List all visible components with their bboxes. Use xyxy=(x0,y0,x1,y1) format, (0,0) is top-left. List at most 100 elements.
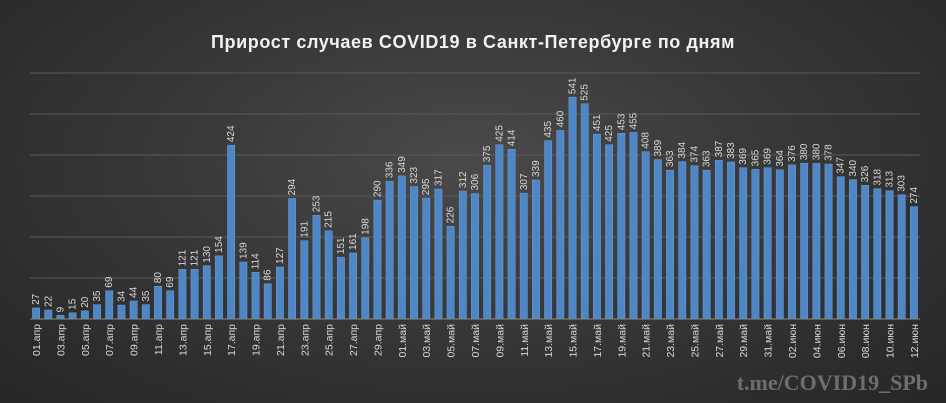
bar xyxy=(105,290,114,320)
bar xyxy=(483,165,492,320)
data-label: 15 xyxy=(68,298,79,310)
bar xyxy=(519,192,528,320)
data-label: 369 xyxy=(738,148,749,165)
x-tick-label: 15.май xyxy=(568,324,580,358)
x-tick-label: 03.апр xyxy=(55,324,67,356)
data-label: 226 xyxy=(446,206,457,223)
bar xyxy=(349,252,357,320)
x-tick-label: 15.апр xyxy=(202,324,214,356)
data-label: 290 xyxy=(372,180,383,197)
data-label: 27 xyxy=(31,293,42,305)
bar xyxy=(68,312,77,320)
bar xyxy=(800,162,809,320)
bar xyxy=(812,162,821,320)
x-tick-label: 29.апр xyxy=(372,324,384,356)
data-label: 369 xyxy=(763,148,774,165)
data-label: 364 xyxy=(775,150,786,167)
data-label: 376 xyxy=(787,145,798,162)
data-label: 525 xyxy=(580,84,591,101)
bar xyxy=(471,193,479,320)
bar xyxy=(324,230,333,320)
x-tick-label: 19.май xyxy=(616,324,628,358)
bar xyxy=(629,132,638,320)
x-tick-label: 04.июн xyxy=(811,324,823,358)
data-label: 326 xyxy=(860,165,871,182)
bar xyxy=(666,169,674,320)
bar xyxy=(178,269,187,320)
data-label: 20 xyxy=(80,296,91,308)
bar xyxy=(166,290,175,320)
x-tick-label: 07.май xyxy=(470,324,482,358)
data-label: 313 xyxy=(885,171,896,188)
chart-title: Прирост случаев COVID19 в Санкт-Петербур… xyxy=(211,32,735,52)
data-label: 340 xyxy=(848,159,859,176)
bar xyxy=(702,169,711,320)
data-label: 306 xyxy=(470,173,481,190)
data-label: 380 xyxy=(811,143,822,160)
x-tick-label: 07.апр xyxy=(104,324,116,356)
data-label: 22 xyxy=(43,295,54,307)
x-tick-labels: 01.апр 03.апр 05.апр 07.апр 09.апр 11.апр 13.а… xyxy=(31,324,921,358)
bar xyxy=(824,163,833,320)
bar xyxy=(434,188,443,320)
bar xyxy=(690,165,699,320)
data-label: 295 xyxy=(421,178,432,195)
x-tick-label: 13.май xyxy=(543,324,555,358)
data-label: 191 xyxy=(299,221,310,238)
bar xyxy=(32,307,41,320)
bar xyxy=(215,255,223,320)
data-label: 460 xyxy=(555,110,566,127)
data-label: 44 xyxy=(129,286,140,298)
bar xyxy=(763,167,772,320)
x-tick-label: 27.май xyxy=(714,324,726,358)
bar xyxy=(727,161,735,320)
x-tick-label: 23.май xyxy=(665,324,677,358)
data-label: 215 xyxy=(324,211,335,228)
x-tick-label: 17.апр xyxy=(226,324,238,356)
bar xyxy=(836,176,845,320)
bars xyxy=(32,96,918,320)
data-label: 34 xyxy=(116,290,127,302)
data-label: 435 xyxy=(543,121,554,138)
data-label: 121 xyxy=(177,249,188,266)
data-label: 363 xyxy=(702,150,713,167)
x-tick-label: 05.май xyxy=(446,324,458,358)
data-label: 253 xyxy=(312,195,323,212)
data-label: 35 xyxy=(92,290,103,302)
data-label: 374 xyxy=(689,146,700,163)
data-label: 114 xyxy=(251,253,262,269)
data-label: 151 xyxy=(336,237,347,254)
bar xyxy=(154,285,162,320)
watermark: t.me/COVID19_SPb xyxy=(737,370,928,395)
data-label: 154 xyxy=(214,236,225,253)
bar xyxy=(532,179,540,320)
x-tick-label: 11.апр xyxy=(153,324,165,355)
data-label: 69 xyxy=(104,276,115,288)
x-tick-label: 09.май xyxy=(494,324,506,358)
bar xyxy=(788,164,796,320)
bar xyxy=(336,256,345,320)
data-label: 365 xyxy=(750,149,761,166)
bar xyxy=(80,310,89,320)
bar xyxy=(227,144,236,320)
x-tick-label: 29.май xyxy=(738,324,750,358)
data-label: 408 xyxy=(641,132,652,149)
data-label: 339 xyxy=(531,160,542,177)
data-label: 375 xyxy=(482,145,493,162)
x-tick-label: 11.май xyxy=(519,324,531,357)
x-tick-label: 25.май xyxy=(689,324,701,358)
x-tick-label: 03.май xyxy=(421,324,433,358)
data-label: 9 xyxy=(55,306,66,312)
data-label: 380 xyxy=(799,143,810,160)
bar xyxy=(544,140,553,320)
data-label: 389 xyxy=(653,139,664,156)
bar xyxy=(714,160,723,320)
bar xyxy=(56,315,65,320)
data-label: 387 xyxy=(714,140,725,157)
x-tick-label: 27.апр xyxy=(348,324,360,356)
bar xyxy=(751,169,760,320)
bar xyxy=(495,144,504,320)
x-tick-label: 01.апр xyxy=(31,324,43,356)
bar xyxy=(422,197,431,320)
bar xyxy=(361,237,370,320)
